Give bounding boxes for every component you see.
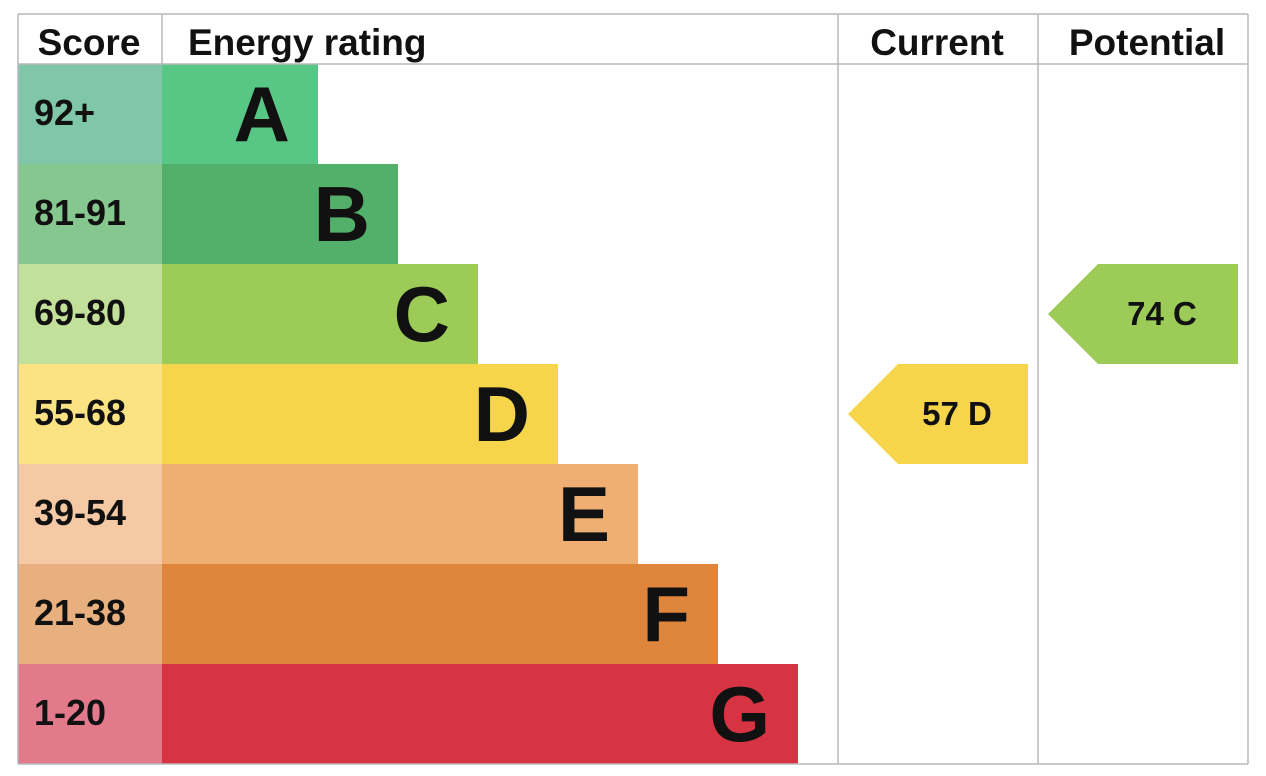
grid-lines: [17, 13, 1249, 765]
current-rating-label: 57 D: [922, 395, 992, 432]
score-cell-a: [18, 64, 162, 164]
rating-bar-e: [162, 464, 638, 564]
rating-bar-c: [162, 264, 478, 364]
current-rating-arrow: [848, 364, 1028, 464]
score-label-b: 81-91: [34, 192, 126, 233]
rating-bar-g: [162, 664, 798, 764]
rating-letter-f: F: [642, 570, 690, 658]
rating-arrows: 57 D 74 C: [848, 264, 1238, 464]
current-header: Current: [870, 22, 1004, 63]
score-label-d: 55-68: [34, 392, 126, 433]
rating-bar-b: [162, 164, 398, 264]
score-header: Score: [38, 22, 141, 63]
rating-letter-g: G: [709, 670, 770, 758]
rating-letter-d: D: [474, 370, 530, 458]
rating-bar-d: [162, 364, 558, 464]
score-cell-f: [18, 564, 162, 664]
rating-letter-a: A: [234, 70, 290, 158]
score-cell-c: [18, 264, 162, 364]
score-label-f: 21-38: [34, 592, 126, 633]
score-label-c: 69-80: [34, 292, 126, 333]
rating-bar-a: [162, 64, 318, 164]
score-cell-b: [18, 164, 162, 264]
rating-letter-b: B: [314, 170, 370, 258]
rating-bands: 92+ A 81-91 B 69-80 C 55-68 D 39-54 E 21-38 F 1-20 G: [18, 64, 798, 764]
score-cell-g: [18, 664, 162, 764]
potential-rating-arrow: [1048, 264, 1238, 364]
score-label-e: 39-54: [34, 492, 126, 533]
potential-rating-label: 74 C: [1127, 295, 1197, 332]
rating-bar-f: [162, 564, 718, 664]
rating-letter-e: E: [558, 470, 610, 558]
score-label-g: 1-20: [34, 692, 106, 733]
energy-rating-header: Energy rating: [188, 22, 427, 63]
score-cell-d: [18, 364, 162, 464]
score-label-a: 92+: [34, 92, 95, 133]
rating-letter-c: C: [394, 270, 450, 358]
score-cell-e: [18, 464, 162, 564]
potential-header: Potential: [1069, 22, 1225, 63]
